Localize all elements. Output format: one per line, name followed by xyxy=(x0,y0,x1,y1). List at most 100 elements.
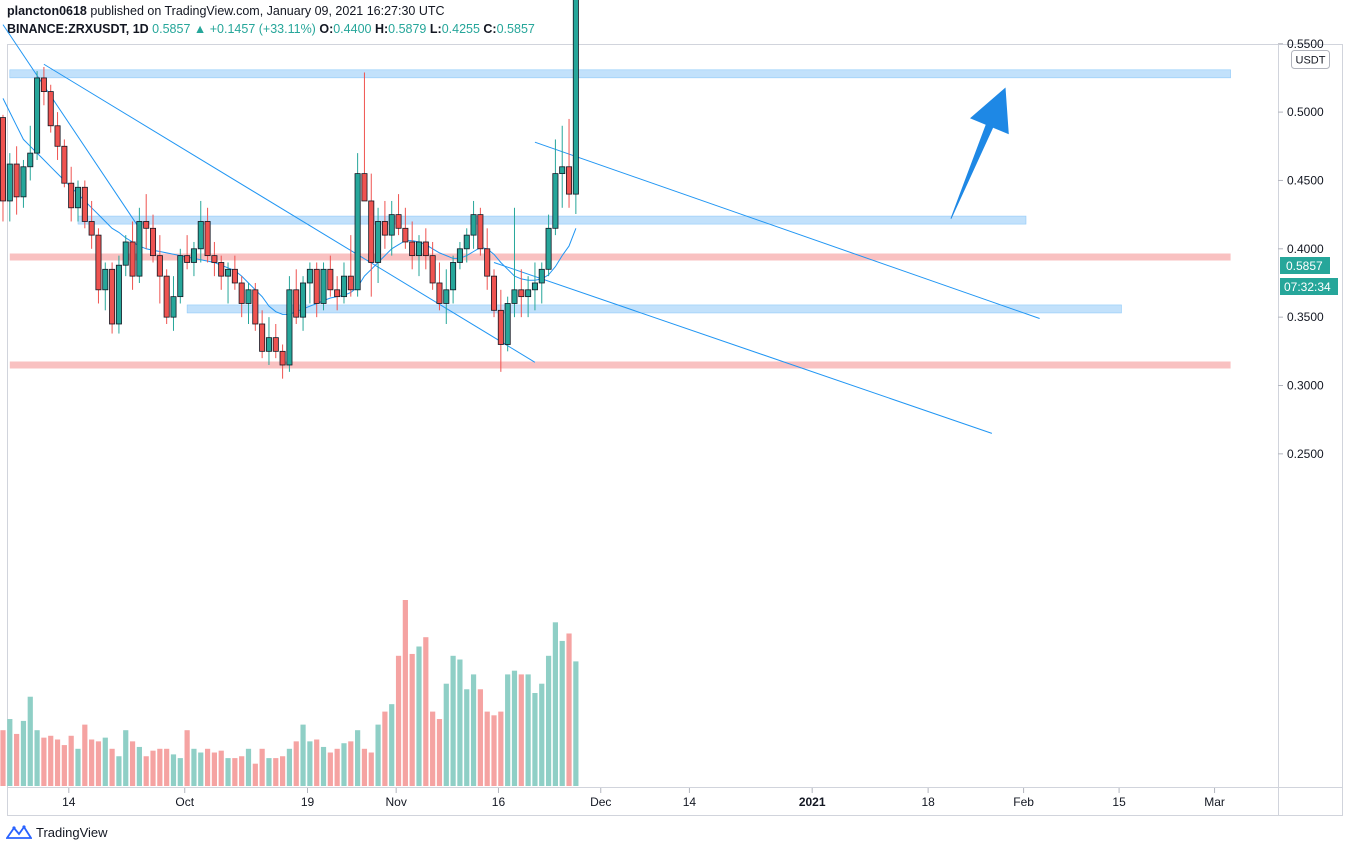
candle xyxy=(245,282,252,324)
candle xyxy=(402,207,409,249)
candle xyxy=(443,269,450,324)
brand-name: TradingView xyxy=(36,824,108,840)
trendline-1[interactable] xyxy=(43,63,536,363)
tradingview-logo-icon xyxy=(6,825,32,839)
candle xyxy=(163,269,170,324)
volume-bar xyxy=(491,715,497,786)
candle xyxy=(6,153,13,222)
volume-bar xyxy=(177,758,183,786)
x-tick-label: 2021 xyxy=(799,795,826,809)
candle xyxy=(61,139,68,188)
x-tick-label: Nov xyxy=(385,795,406,809)
chart-frame xyxy=(7,44,1343,816)
candle xyxy=(388,200,395,256)
trendline-3[interactable] xyxy=(493,261,993,434)
volume-bar xyxy=(109,748,115,786)
volume-bar xyxy=(252,763,258,786)
blue-zone-0[interactable] xyxy=(9,69,1231,79)
volume-bar xyxy=(143,756,149,786)
candle xyxy=(109,262,116,334)
candle xyxy=(75,180,82,222)
candle xyxy=(552,139,559,236)
x-tick-label: 16 xyxy=(492,795,506,809)
volume-bar xyxy=(430,711,436,786)
candle xyxy=(150,214,157,263)
currency-label[interactable]: USDT xyxy=(1291,50,1330,69)
volume-bar xyxy=(191,748,197,786)
candle xyxy=(470,200,477,249)
blue-zone-3[interactable] xyxy=(186,304,1122,314)
volume-bar xyxy=(41,737,47,786)
candle xyxy=(463,228,470,263)
volume-bar xyxy=(218,750,224,786)
symbol-label[interactable]: BINANCE:ZRXUSDT, 1D xyxy=(7,22,149,36)
red-zone-2[interactable] xyxy=(9,253,1231,261)
candle xyxy=(381,200,388,249)
volume-bar xyxy=(341,743,347,786)
volume-bar xyxy=(0,730,6,786)
x-tick-label: 14 xyxy=(683,795,697,809)
x-tick-label: 18 xyxy=(921,795,935,809)
candle xyxy=(170,276,177,331)
candle xyxy=(334,276,341,311)
candle xyxy=(272,323,279,359)
candle xyxy=(231,255,238,290)
trendline-2[interactable] xyxy=(534,141,1040,319)
candle xyxy=(197,200,204,263)
volume-bar xyxy=(14,733,20,786)
trendline-0[interactable] xyxy=(2,24,140,229)
candle xyxy=(177,248,184,304)
candle xyxy=(204,207,211,263)
red-zone-4[interactable] xyxy=(9,361,1231,369)
candle xyxy=(27,125,34,181)
footer-brand[interactable]: TradingView xyxy=(6,824,108,840)
candle xyxy=(313,262,320,318)
support-resistance-zones xyxy=(9,69,1231,369)
y-tick-label: 0.3500 xyxy=(1287,310,1324,324)
volume-bar xyxy=(484,711,490,786)
candle xyxy=(545,214,552,277)
volume-bar xyxy=(334,748,340,786)
candle xyxy=(102,262,109,311)
candle xyxy=(450,255,457,304)
volume-bar xyxy=(518,674,524,786)
candle xyxy=(436,262,443,311)
candle xyxy=(497,289,504,372)
candle xyxy=(491,269,498,318)
volume-bar xyxy=(95,741,102,786)
volume-bar xyxy=(368,752,374,786)
y-tick-label: 0.3000 xyxy=(1287,379,1324,393)
candle xyxy=(265,317,272,365)
candle xyxy=(566,118,573,208)
volume-bar xyxy=(375,724,381,786)
author-name[interactable]: plancton0618 xyxy=(7,4,87,18)
volume-bar xyxy=(436,719,443,786)
candle xyxy=(368,173,375,297)
volume-bar xyxy=(129,741,136,786)
volume-bar xyxy=(245,748,252,786)
candle xyxy=(477,207,484,256)
close-value: 0.5857 xyxy=(496,22,535,36)
x-tick-label: Oct xyxy=(175,795,194,809)
candle xyxy=(415,235,422,277)
candles xyxy=(0,0,579,379)
candle xyxy=(54,112,61,160)
candle xyxy=(531,262,538,311)
candle xyxy=(572,0,579,214)
svg-text:USDT: USDT xyxy=(1296,55,1326,67)
price-change: +0.1457 (+33.11%) xyxy=(209,22,316,36)
volume-bar xyxy=(552,622,558,786)
publish-info: plancton0618 published on TradingView.co… xyxy=(7,4,445,18)
candle xyxy=(20,159,27,208)
trendlines xyxy=(2,24,1040,434)
candle xyxy=(395,194,402,236)
candle xyxy=(211,241,218,277)
volume-bar xyxy=(423,637,429,786)
blue-zone-1[interactable] xyxy=(77,215,1027,225)
svg-text:07:32:34: 07:32:34 xyxy=(1284,280,1331,294)
last-price: 0.5857 xyxy=(152,22,191,36)
volume-bar xyxy=(307,741,313,786)
volume-bar xyxy=(532,693,538,786)
candle xyxy=(327,255,334,297)
